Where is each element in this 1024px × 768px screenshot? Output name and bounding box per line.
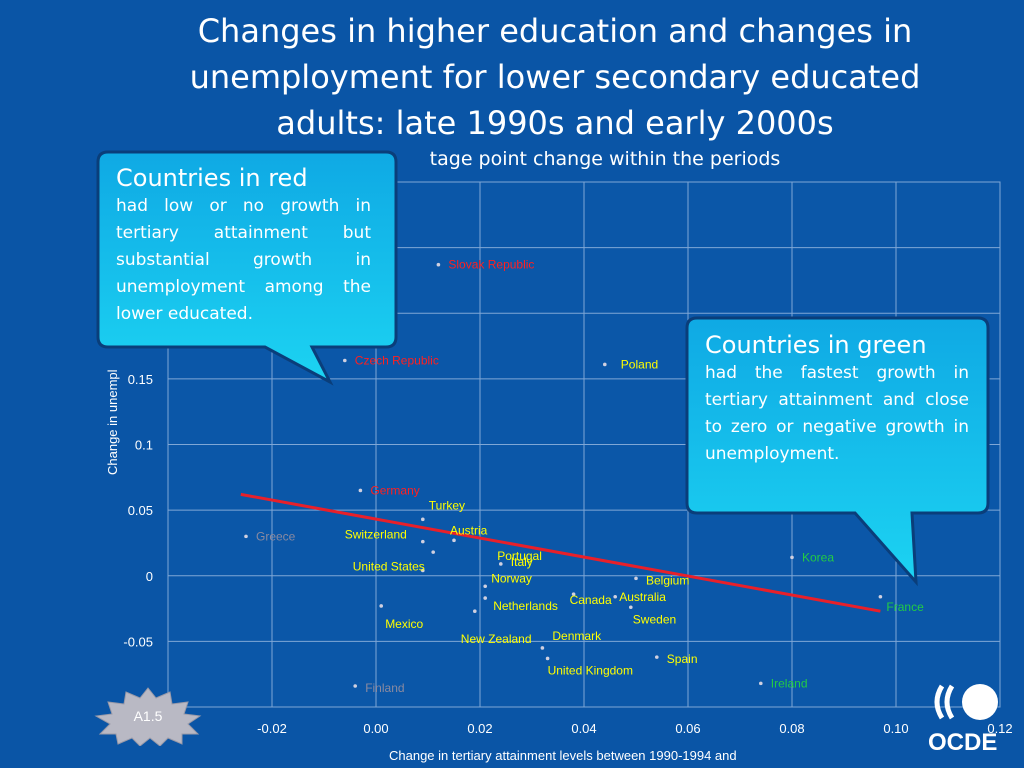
x-tick-label: 0.06 — [675, 721, 700, 736]
data-point — [343, 358, 347, 363]
data-point — [545, 656, 550, 661]
data-point — [244, 534, 248, 539]
badge-label: A1.5 — [134, 708, 163, 724]
data-point — [790, 555, 794, 560]
point-label: Greece — [256, 529, 296, 543]
point-label: Poland — [621, 357, 658, 371]
ocde-logo: OCDE — [928, 684, 998, 754]
green-callout-body: had the fastest growth in tertiary attai… — [705, 363, 969, 464]
logo-arc-2 — [944, 684, 955, 720]
data-point — [421, 568, 425, 573]
x-axis-ticks: -0.02 0.00 0.02 0.04 0.06 0.08 0.10 0.12 — [257, 721, 1012, 736]
red-callout-body: had low or no growth in tertiary attainm… — [116, 196, 371, 324]
point-label: Turkey — [429, 498, 465, 512]
title-line-1: Changes in higher education and changes … — [197, 12, 913, 50]
point-label: New Zealand — [461, 632, 532, 646]
data-point — [431, 550, 436, 554]
data-point — [358, 488, 363, 493]
x-tick-label: 0.12 — [987, 721, 1012, 736]
green-callout: Countries in green had the fastest growt… — [705, 330, 969, 468]
point-label: Switzerland — [345, 528, 407, 542]
point-label: Netherlands — [493, 599, 558, 613]
data-point — [634, 576, 638, 581]
logo-arc-1 — [934, 684, 945, 720]
x-tick-label: 0.04 — [571, 721, 596, 736]
point-label: Portugal — [497, 549, 542, 563]
data-point — [571, 592, 576, 596]
data-point — [483, 596, 488, 600]
y-tick-label: -0.05 — [123, 634, 153, 649]
data-point — [613, 594, 617, 599]
point-label: United States — [353, 560, 425, 574]
data-point — [353, 684, 358, 688]
data-point — [436, 262, 441, 267]
data-point — [379, 604, 384, 608]
slide-title: Changes in higher education and changes … — [120, 8, 990, 146]
point-label: Ireland — [771, 676, 808, 690]
a15-badge: A1.5 — [94, 687, 202, 746]
green-callout-heading: Countries in green — [705, 331, 927, 359]
data-point — [421, 517, 425, 522]
red-callout-heading: Countries in red — [116, 164, 308, 192]
x-tick-label: 0.00 — [363, 721, 388, 736]
slide-subtitle: tage point change within the periods — [429, 148, 781, 170]
point-label: Sweden — [633, 612, 676, 626]
point-label: Slovak Republic — [448, 258, 534, 272]
data-point — [499, 562, 503, 566]
logo-circle — [962, 684, 998, 720]
point-label: Finland — [365, 681, 404, 695]
x-axis-title: Change in tertiary attainment levels bet… — [389, 748, 737, 763]
data-point — [629, 605, 633, 610]
data-point — [655, 655, 659, 659]
title-line-2: unemployment for lower secondary educate… — [189, 58, 921, 96]
point-label: Austria — [450, 523, 488, 537]
data-point — [878, 594, 883, 599]
point-label: United Kingdom — [548, 663, 633, 677]
data-point — [473, 609, 477, 613]
title-line-3: adults: late 1990s and early 2000s — [276, 104, 834, 142]
data-point — [603, 362, 607, 367]
data-point — [483, 584, 488, 589]
data-points: Slovak Republic Czech Republic Poland Germa… — [244, 258, 924, 695]
point-label: France — [886, 600, 924, 614]
y-tick-label: 0.1 — [135, 438, 153, 453]
y-axis-ticks: 0.15 0.1 0.05 0 -0.05 — [123, 372, 153, 650]
data-point — [540, 646, 545, 650]
point-label: Czech Republic — [355, 354, 439, 368]
data-point — [421, 539, 425, 544]
point-label: Mexico — [385, 617, 423, 631]
point-label: Korea — [802, 550, 834, 564]
point-label: Australia — [619, 590, 666, 604]
y-tick-label: 0 — [146, 569, 153, 584]
y-tick-label: 0.15 — [128, 372, 153, 387]
trend-line — [240, 492, 881, 613]
red-callout: Countries in red had low or no growth in… — [116, 163, 371, 328]
point-label: Canada — [570, 593, 612, 607]
y-tick-label: 0.05 — [128, 503, 153, 518]
data-point — [452, 538, 456, 543]
x-tick-label: 0.10 — [883, 721, 908, 736]
data-point — [759, 681, 763, 686]
x-tick-label: 0.08 — [779, 721, 804, 736]
point-label: Italy — [511, 555, 533, 569]
point-label: Germany — [370, 483, 419, 497]
point-label: Spain — [667, 652, 698, 666]
x-tick-label: -0.02 — [257, 721, 287, 736]
logo-text: OCDE — [928, 729, 997, 754]
point-label: Belgium — [646, 573, 689, 587]
y-axis-title: Change in unempl — [105, 369, 120, 475]
point-label: Norway — [491, 571, 532, 585]
x-tick-label: 0.02 — [467, 721, 492, 736]
point-label: Denmark — [552, 629, 602, 643]
